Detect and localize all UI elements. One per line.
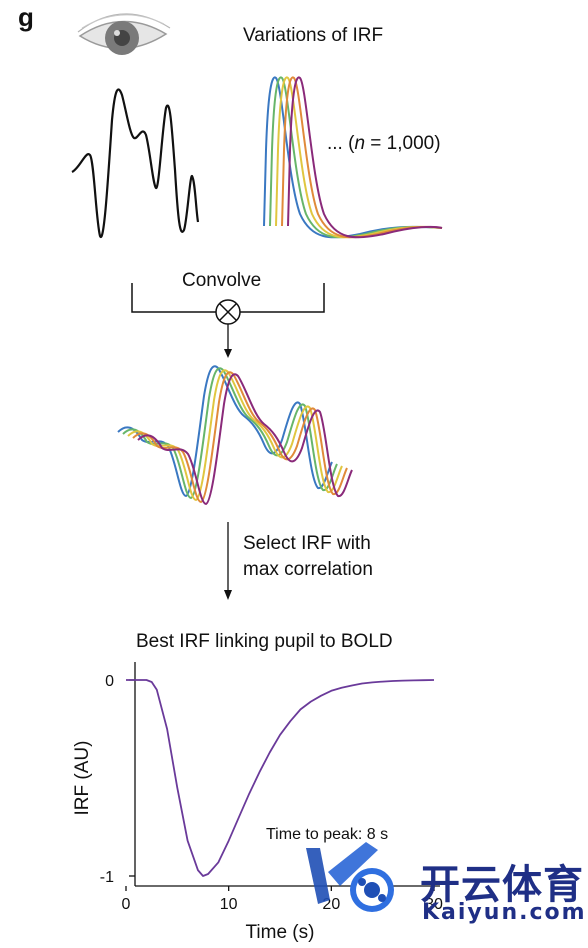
pupil-trace: [71, 88, 200, 239]
n-suffix: = 1,000): [365, 133, 441, 154]
irf-curve-purple: [287, 76, 443, 239]
irf-chart: 0 -1 0 10 20 30 Time (s) IRF (AU): [72, 662, 443, 943]
x-tick-label: 0: [122, 896, 131, 913]
convolved-curve-purple: [137, 373, 353, 506]
n-variable: n: [354, 133, 366, 154]
convolved-curve-blue: [117, 365, 333, 498]
irf-curve-yellow: [275, 76, 443, 239]
x-tick-label: 20: [322, 896, 340, 913]
convolved-traces: [117, 365, 353, 506]
chart-title: Best IRF linking pupil to BOLD: [136, 631, 393, 652]
irf-variations: [263, 76, 443, 239]
y-tick-label: -1: [100, 869, 114, 886]
irf-curve-green: [269, 76, 443, 239]
y-tick-label: 0: [105, 673, 114, 690]
x-tick-label: 10: [220, 896, 238, 913]
irf-series-line: [126, 679, 435, 877]
irf-curve-blue: [263, 76, 443, 239]
convolved-curve-orange: [132, 371, 348, 504]
panel-letter: g: [18, 2, 34, 32]
watermark-brand-en: Kaiyun.com: [422, 900, 587, 925]
select-line1: Select IRF with: [243, 533, 371, 554]
irf-curve-orange: [281, 76, 443, 239]
x-axis-label: Time (s): [246, 922, 315, 943]
variations-title: Variations of IRF: [243, 25, 384, 46]
n-prefix: ... (: [327, 133, 355, 154]
chart-annotation: Time to peak: 8 s: [266, 826, 389, 843]
convolve-operator-icon: [215, 299, 241, 325]
n-label: ... (n = 1,000): [327, 133, 441, 155]
select-line2: max correlation: [243, 559, 373, 580]
watermark-brand-cn: 开云体育: [420, 862, 584, 908]
select-arrowhead: [224, 590, 232, 600]
convolve-label: Convolve: [182, 270, 262, 291]
convolve-arrowhead: [224, 349, 232, 358]
x-tick-label: 30: [425, 896, 443, 913]
y-axis-label: IRF (AU): [72, 741, 93, 816]
